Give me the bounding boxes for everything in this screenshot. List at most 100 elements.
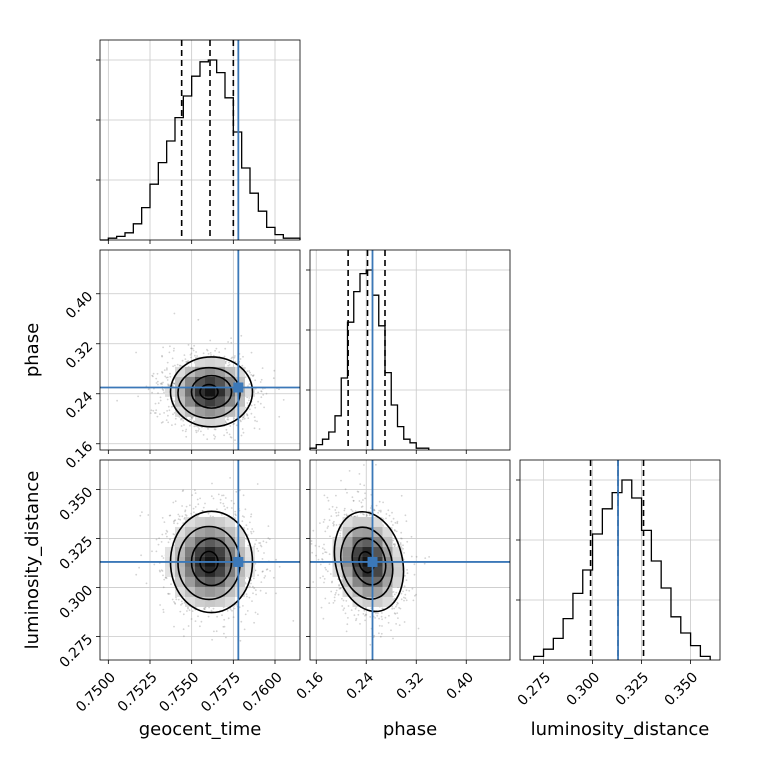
sample-point [259,544,262,547]
sample-point [191,347,194,350]
sample-point [173,382,175,385]
sample-point [173,382,176,385]
sample-point [245,538,248,540]
sample-point [362,513,364,515]
sample-point [198,428,200,430]
sample-point [214,349,217,352]
y-axis-label-luminosity-distance: luminosity_distance [22,471,43,650]
sample-point [377,612,379,615]
sample-point [262,540,265,543]
sample-point [243,628,246,631]
density-cell [225,536,235,547]
sample-point [190,356,192,359]
sample-point [250,513,253,516]
density-cell [225,366,235,377]
sample-point [333,599,336,602]
density-cell [362,586,373,597]
density-cell [382,586,393,597]
sample-point [218,351,221,354]
sample-point [180,600,183,603]
sample-point [394,521,397,524]
sample-point [394,529,396,532]
sample-point [213,428,216,431]
density-cell [225,516,235,527]
sample-point [250,412,253,415]
sample-point [321,558,324,561]
sample-point [405,599,408,602]
sample-point [323,581,325,584]
sample-point [335,589,338,592]
density-cell [215,386,225,397]
sample-point [167,414,169,417]
sample-point [172,533,175,535]
x-tick-label-phase: 0.40 [444,669,477,702]
density-cell [332,546,343,557]
sample-point [169,372,171,375]
y-tick-label-luminosity-distance: 0.350 [57,484,97,524]
sample-point [375,463,377,466]
sample-point [181,505,184,507]
sample-point [261,558,264,560]
sample-point [230,507,233,509]
density-cell [352,586,363,597]
sample-point [334,509,337,511]
sample-point [396,520,399,523]
sample-point [354,607,357,610]
sample-point [311,551,314,554]
sample-point [244,508,247,511]
density-cell [185,366,195,377]
sample-point [151,391,154,394]
sample-point [195,429,197,432]
sample-point [378,624,381,627]
sample-point [181,515,184,518]
density-cell [195,526,205,537]
sample-point [321,547,324,549]
sample-point [339,529,342,532]
sample-point [202,352,205,355]
sample-point [194,620,197,622]
sample-point [247,544,250,547]
sample-point [207,512,210,515]
sample-point [312,581,315,583]
sample-point [166,535,168,538]
sample-point [197,615,199,618]
sample-point [192,349,195,352]
sample-point [373,508,375,511]
sample-point [242,355,244,358]
sample-point [332,602,335,604]
density-cell [382,536,393,547]
sample-point [207,428,209,430]
sample-point [328,602,331,604]
density-cell [165,566,175,577]
density-cell [342,566,353,577]
y-tick-label-phase: 0.16 [63,439,96,472]
sample-point [152,372,155,375]
sample-point [315,554,317,557]
sample-point [399,542,402,544]
sample-point [246,528,249,530]
sample-point [393,597,396,600]
sample-point [182,419,185,422]
sample-point [339,532,342,535]
sample-point [172,413,174,416]
density-cell [185,566,195,577]
contour-line [190,374,233,409]
sample-point [260,390,262,392]
sample-point [351,510,354,512]
sample-point [355,619,357,622]
sample-point [160,421,163,424]
density-cell [352,516,363,527]
x-tick-label-geocent-time: 0.7525 [115,669,161,715]
sample-point [328,519,331,522]
sample-point [362,613,365,615]
sample-point [194,492,197,494]
sample-point [162,346,165,349]
sample-point [265,592,267,595]
sample-point [190,512,193,515]
sample-point [233,422,236,425]
sample-point [150,409,153,412]
x-tick-label-geocent-time: 0.7575 [198,669,244,715]
density-cell [205,576,215,587]
sample-point [257,574,259,577]
sample-point [411,587,414,590]
